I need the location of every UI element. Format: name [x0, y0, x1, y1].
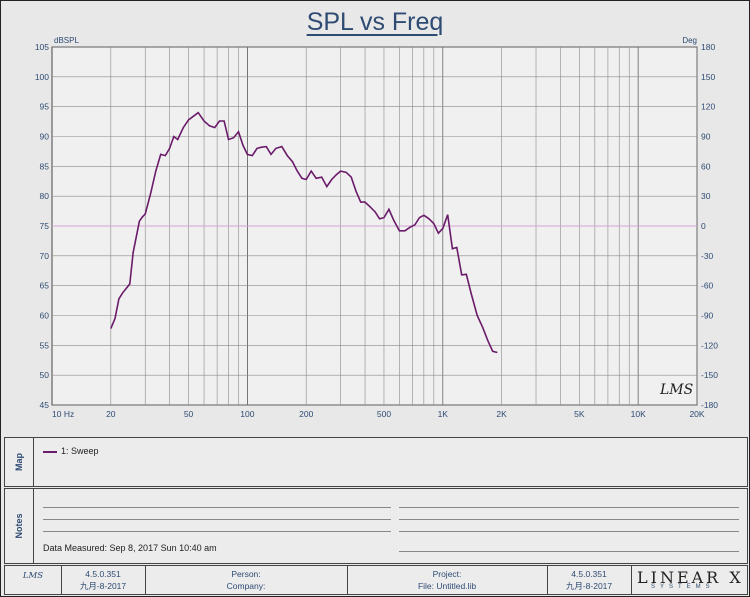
y-tick-label: 105: [35, 42, 49, 52]
x-tick-label: 200: [299, 409, 313, 419]
x-tick-label: 2K: [496, 409, 507, 419]
y-tick-label: 90: [40, 132, 50, 142]
notes-line: [43, 531, 391, 532]
footer-version-right: 4.5.0.351 九月-8-2017: [547, 566, 632, 594]
chart-title: SPL vs Freq: [306, 8, 444, 36]
x-tick-label: 10 Hz: [52, 409, 74, 419]
y2-tick-label: 120: [701, 102, 715, 112]
footer-logo-cell: LMS: [5, 566, 62, 594]
y2-tick-label: 0: [701, 221, 706, 231]
y-axis-left-label: dBSPL: [54, 36, 79, 45]
y2-tick-label: 150: [701, 72, 715, 82]
y-tick-label: 100: [35, 72, 49, 82]
x-tick-label: 20: [106, 409, 116, 419]
y-axis-right-label: Deg: [682, 36, 697, 45]
y2-tick-label: -90: [701, 311, 714, 321]
x-tick-label: 20K: [689, 409, 704, 419]
y-tick-label: 95: [40, 102, 50, 112]
x-tick-label: 5K: [574, 409, 585, 419]
x-tick-label: 100: [240, 409, 254, 419]
version-left: 4.5.0.351: [85, 569, 121, 579]
y-tick-label: 45: [40, 400, 50, 410]
person-label: Person:: [231, 569, 261, 579]
notes-line: [43, 519, 391, 520]
notes-section: Notes Data Measured: Sep 8, 2017 Sun 10:…: [4, 488, 748, 564]
date-left: 九月-8-2017: [79, 581, 127, 591]
company-label: Company:: [226, 581, 266, 591]
legend-label: 1: Sweep: [61, 446, 99, 456]
notes-line: [399, 507, 739, 508]
y-tick-label: 50: [40, 370, 50, 380]
version-right: 4.5.0.351: [571, 569, 607, 579]
notes-line: [399, 531, 739, 532]
x-tick-label: 500: [377, 409, 391, 419]
y2-tick-label: 180: [701, 42, 715, 52]
y-axis-left-ticks: 45 50 55 60 65 70 75 80 85 90 95 100 105: [35, 42, 49, 410]
y2-tick-label: -120: [701, 340, 718, 350]
y-tick-label: 65: [40, 281, 50, 291]
linearx-sub: SYSTEMS: [651, 584, 715, 590]
y2-tick-label: -30: [701, 251, 714, 261]
y-tick-label: 85: [40, 161, 50, 171]
footer-version-left: 4.5.0.351 九月-8-2017: [61, 566, 146, 594]
linearx-logo: LINEAR X: [637, 568, 744, 587]
file-label: File: Untitled.lib: [417, 581, 477, 591]
spl-chart: 45 50 55 60 65 70 75 80 85 90 95 100 105 -180 -150 -12…: [35, 36, 718, 419]
project-label: Project:: [432, 569, 462, 579]
map-section: Map 1: Sweep: [4, 437, 748, 487]
data-measured: Data Measured: Sep 8, 2017 Sun 10:40 am: [43, 543, 217, 553]
notes-side-label: Notes: [5, 489, 34, 563]
y2-tick-label: 90: [701, 132, 711, 142]
y2-tick-label: 60: [701, 161, 711, 171]
x-tick-label: 50: [184, 409, 194, 419]
notes-line: [399, 519, 739, 520]
map-side-label: Map: [5, 438, 34, 486]
y2-tick-label: 30: [701, 191, 711, 201]
notes-line: [43, 507, 391, 508]
y2-tick-label: -60: [701, 281, 714, 291]
x-tick-label: 10K: [631, 409, 646, 419]
sweep-points: [110, 112, 498, 353]
footer: LMS 4.5.0.351 九月-8-2017 Person: Company:…: [4, 565, 748, 595]
lms-logo: LMS: [22, 571, 44, 581]
y2-tick-label: -150: [701, 370, 718, 380]
lms-watermark: LMS: [659, 382, 693, 398]
y2-tick-label: -180: [701, 400, 718, 410]
x-axis-ticks: 10 Hz 20 50 100 200 500 1K 2K 5K 10K 20K: [52, 409, 705, 419]
y-tick-label: 55: [40, 340, 50, 350]
y-axis-right-ticks: -180 -150 -120 -90 -60 -30 0 30 60 90 120 150 180: [701, 42, 718, 410]
date-right: 九月-8-2017: [565, 581, 613, 591]
footer-project-cell: Project: File: Untitled.lib: [347, 566, 548, 594]
y-tick-label: 75: [40, 221, 50, 231]
legend-entry-sweep[interactable]: 1: Sweep: [43, 446, 99, 456]
x-tick-label: 1K: [438, 409, 449, 419]
y-tick-label: 80: [40, 191, 50, 201]
y-tick-label: 60: [40, 311, 50, 321]
notes-line: [399, 551, 739, 552]
legend-swatch: [43, 450, 57, 453]
footer-person-cell: Person: Company:: [145, 566, 348, 594]
y-tick-label: 70: [40, 251, 50, 261]
